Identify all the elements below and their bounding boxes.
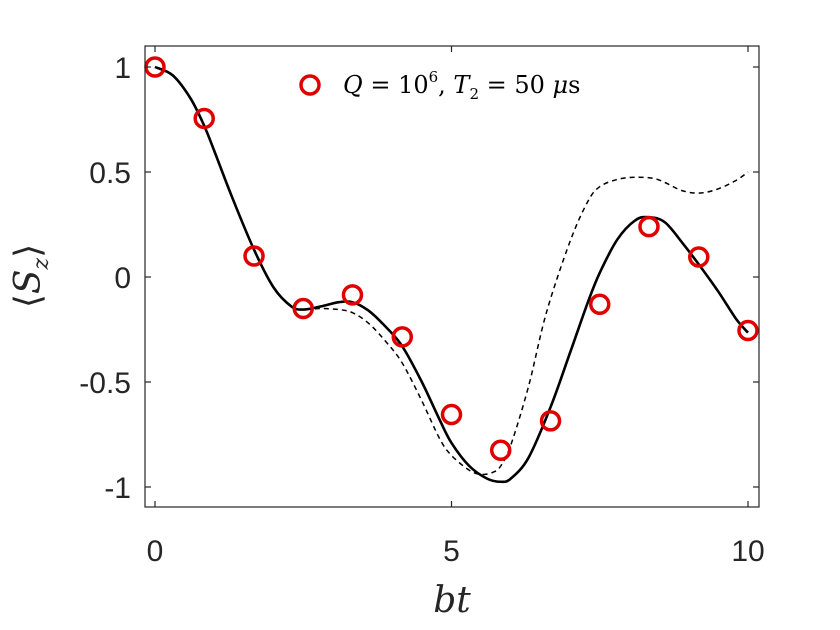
y-tick-label: 1 xyxy=(114,52,131,85)
legend-label: Q = 106, T2 = 50 μs xyxy=(343,68,580,103)
y-label-base: S xyxy=(8,269,49,294)
x-tick-label: 10 xyxy=(731,535,764,568)
ticks-layer: 0 5 10 1 0.5 0 -0.5 -1 xyxy=(79,46,765,568)
legend-q-base: 10 xyxy=(398,71,429,99)
data-point xyxy=(737,319,759,342)
legend-equals-1: = xyxy=(363,71,398,99)
y-tick-label: 0.5 xyxy=(89,157,131,190)
legend-t-label: T xyxy=(453,71,471,99)
data-point xyxy=(688,246,710,268)
data-point xyxy=(489,439,512,461)
data-point xyxy=(440,403,463,426)
series-layer xyxy=(144,56,759,484)
y-tick-label: -0.5 xyxy=(79,367,131,400)
legend-q-exp: 6 xyxy=(429,68,439,86)
legend-unit-mu: μ xyxy=(553,71,569,99)
data-point xyxy=(292,297,314,320)
y-axis-label-text: ⟨Sz⟩ xyxy=(8,244,54,308)
data-point xyxy=(193,107,215,130)
x-tick-label: 0 xyxy=(147,535,164,568)
y-label-open-bracket: ⟨ xyxy=(8,294,49,308)
legend-t-value: 50 xyxy=(514,71,545,99)
legend-equals-2: = xyxy=(479,71,514,99)
legend-space xyxy=(545,71,553,99)
data-point xyxy=(391,326,414,348)
y-label-close-bracket: ⟩ xyxy=(8,244,49,258)
data-point xyxy=(341,284,364,306)
y-tick-label: -1 xyxy=(104,472,131,505)
x-tick-label: 5 xyxy=(443,535,460,568)
legend: Q = 106, T2 = 50 μs xyxy=(299,68,580,103)
y-tick-label: 0 xyxy=(114,262,131,295)
legend-marker xyxy=(299,74,321,96)
legend-t-sub: 2 xyxy=(469,85,479,103)
plot-area xyxy=(145,46,759,507)
y-label-sub: z xyxy=(29,257,54,270)
legend-unit-s: s xyxy=(568,71,580,99)
legend-comma: , xyxy=(438,71,453,99)
x-axis-label: bt xyxy=(433,580,471,621)
y-axis-label: ⟨Sz⟩ xyxy=(8,244,54,308)
dashed-curve xyxy=(154,66,749,476)
data-point xyxy=(539,410,562,432)
legend-q-label: Q xyxy=(343,71,363,99)
data-point xyxy=(638,215,660,238)
data-point xyxy=(243,245,265,267)
data-point xyxy=(589,293,611,316)
